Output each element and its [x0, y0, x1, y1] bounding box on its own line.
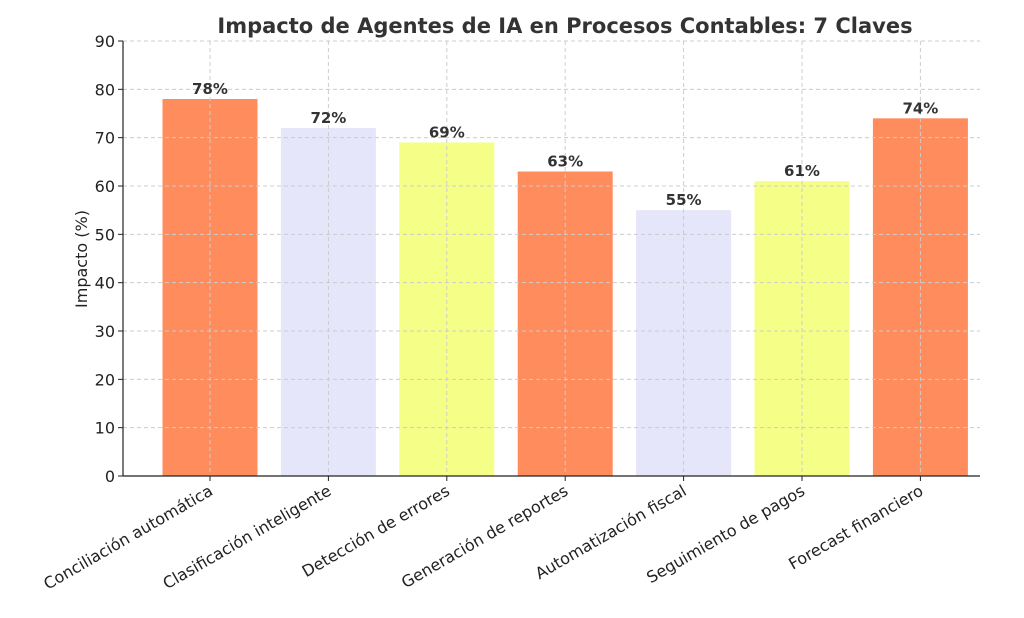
data-label: 55% [666, 191, 702, 209]
chart-title: Impacto de Agentes de IA en Procesos Con… [217, 14, 912, 38]
y-tick-label: 30 [95, 322, 115, 341]
y-tick-label: 50 [95, 225, 115, 244]
data-label: 69% [429, 124, 465, 142]
y-tick-label: 40 [95, 274, 115, 293]
y-tick-label: 80 [95, 80, 115, 99]
y-tick-label: 10 [95, 419, 115, 438]
y-tick-label: 70 [95, 129, 115, 148]
y-tick-label: 90 [95, 32, 115, 51]
data-label: 63% [547, 153, 583, 171]
data-label: 72% [310, 109, 346, 127]
y-tick-label: 20 [95, 370, 115, 389]
data-label: 74% [902, 99, 938, 117]
y-axis-label: Impacto (%) [72, 210, 91, 308]
data-label: 61% [784, 162, 820, 180]
y-tick-label: 0 [105, 467, 115, 486]
y-tick-label: 60 [95, 177, 115, 196]
data-label: 78% [192, 80, 228, 98]
